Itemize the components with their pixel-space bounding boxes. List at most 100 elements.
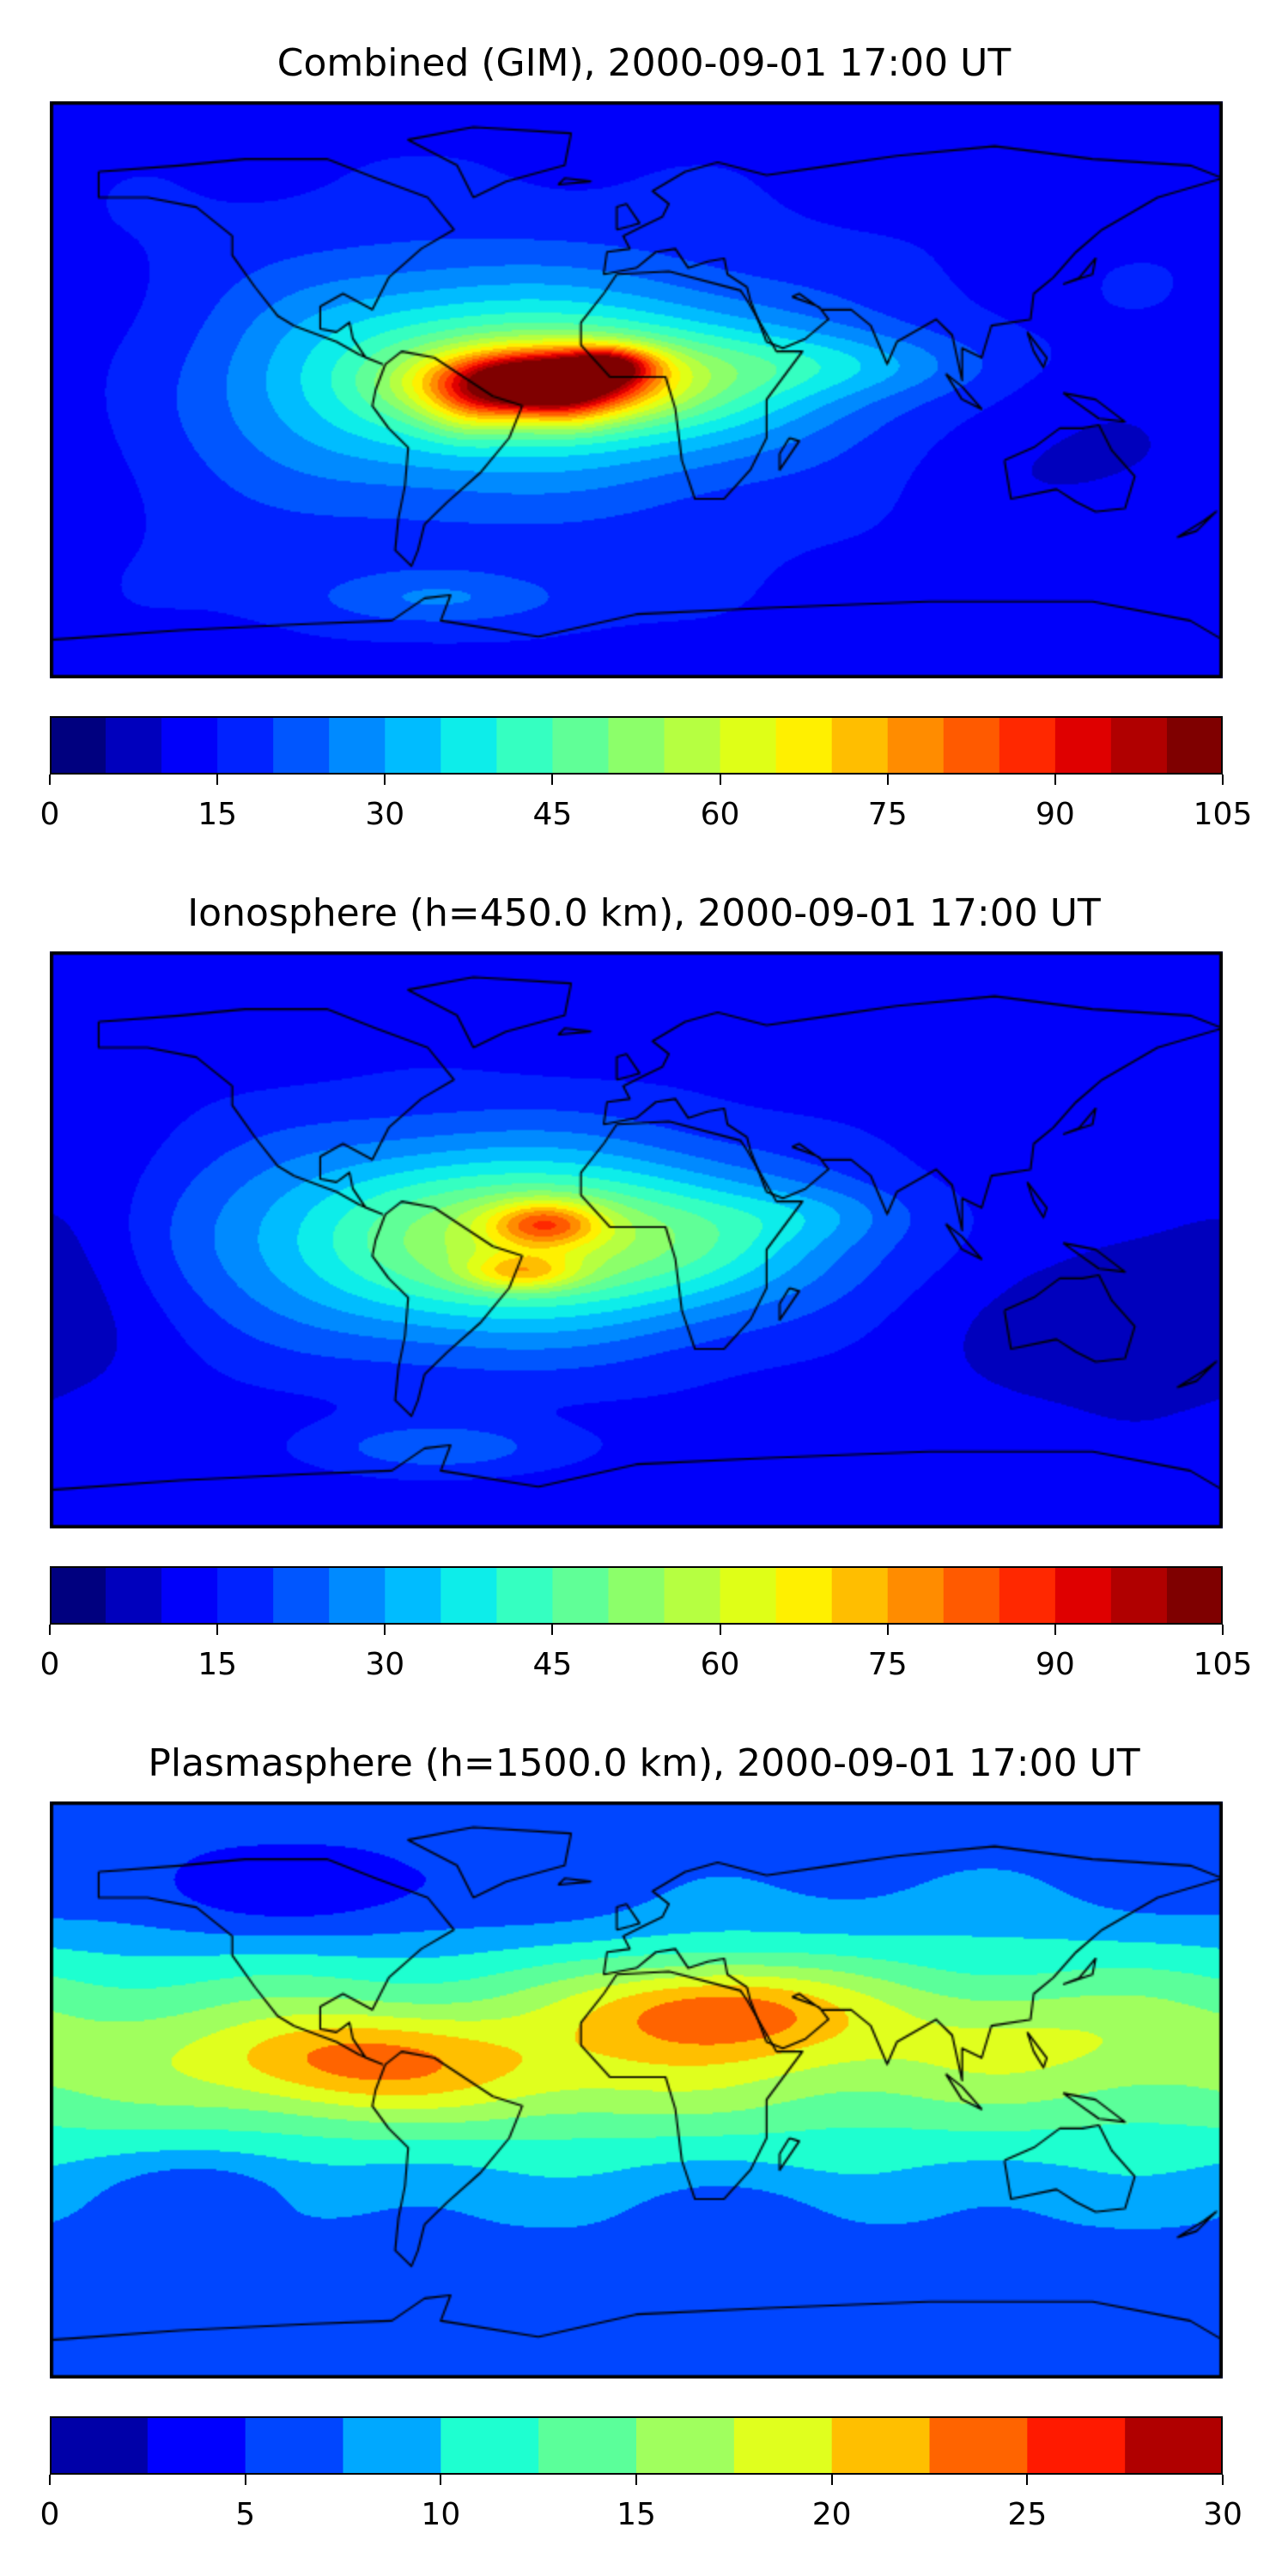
colorbar-tick-label: 105 <box>1193 1647 1253 1682</box>
colorbar-tick-label: 60 <box>700 1647 740 1682</box>
colorbar-segment <box>831 2416 931 2475</box>
colorbar-segment <box>608 1566 665 1625</box>
colorbar-segment <box>1110 716 1168 775</box>
colorbar-tick-mark <box>1222 1625 1224 1635</box>
colorbar-segment <box>538 2416 637 2475</box>
plasmasphere-colorbar <box>50 2416 1223 2475</box>
colorbar-segment <box>106 1566 162 1625</box>
colorbar-segment <box>887 1566 945 1625</box>
colorbar-segment <box>775 716 833 775</box>
colorbar-segment <box>440 716 497 775</box>
colorbar-segment <box>217 1566 274 1625</box>
colorbar-segment <box>385 1566 441 1625</box>
colorbar-segment <box>385 716 441 775</box>
colorbar-tick-label: 45 <box>532 797 573 832</box>
combined-map <box>50 101 1223 678</box>
colorbar-segment <box>496 1566 554 1625</box>
colorbar-segment <box>50 716 106 775</box>
colorbar-border <box>50 1566 1223 1625</box>
colorbar-segment <box>161 716 218 775</box>
colorbar-segment <box>106 716 162 775</box>
colorbar-segment <box>943 716 1000 775</box>
combined-title: Combined (GIM), 2000-09-01 17:00 UT <box>276 41 1012 85</box>
colorbar-tick-label: 75 <box>867 797 908 832</box>
colorbar-tick-label: 15 <box>617 2497 656 2532</box>
colorbar-tick-label: 15 <box>197 1647 238 1682</box>
combined-colorbar <box>50 716 1223 775</box>
colorbar-border <box>50 716 1223 775</box>
colorbar-segment <box>496 716 554 775</box>
colorbar-tick-label: 30 <box>365 1647 405 1682</box>
colorbar-tick-label: 20 <box>811 2497 852 2532</box>
colorbar-segment <box>720 1566 777 1625</box>
colorbar-border <box>50 2416 1223 2475</box>
colorbar-segment <box>329 716 386 775</box>
colorbar-segment <box>273 716 330 775</box>
colorbar-segment <box>831 1566 889 1625</box>
colorbar-tick-mark <box>440 2475 442 2485</box>
colorbar-segment <box>664 716 721 775</box>
colorbar-segment <box>1054 1566 1112 1625</box>
colorbar-tick-mark <box>886 1625 889 1635</box>
colorbar-segment <box>552 1566 610 1625</box>
colorbar-tick-mark <box>49 775 51 785</box>
colorbar-segment <box>608 716 665 775</box>
colorbar-segment <box>1166 716 1223 775</box>
colorbar-tick-label: 0 <box>39 1647 60 1682</box>
colorbar-segment <box>50 2416 149 2475</box>
colorbar-segment <box>217 716 274 775</box>
colorbar-segment <box>1054 716 1112 775</box>
colorbar-segment <box>1166 1566 1223 1625</box>
colorbar-segment <box>273 1566 330 1625</box>
colorbar-segment <box>440 2416 539 2475</box>
colorbar-tick-mark <box>635 2475 637 2485</box>
colorbar-segment <box>1027 2416 1126 2475</box>
colorbar-segment <box>147 2416 246 2475</box>
colorbar-segment <box>343 2416 441 2475</box>
colorbar-segment <box>999 1566 1056 1625</box>
colorbar-segment <box>720 716 777 775</box>
colorbar-tick-mark <box>1222 775 1224 785</box>
colorbar-segment <box>440 1566 497 1625</box>
colorbar-tick-mark <box>49 1625 51 1635</box>
colorbar-segment <box>245 2416 344 2475</box>
colorbar-tick-label: 0 <box>39 797 60 832</box>
colorbar-segment <box>1110 1566 1168 1625</box>
colorbar-tick-label: 30 <box>365 797 405 832</box>
colorbar-tick-label: 90 <box>1035 1647 1075 1682</box>
colorbar-tick-label: 60 <box>700 797 740 832</box>
colorbar-tick-mark <box>1054 775 1056 785</box>
colorbar-segment <box>775 1566 833 1625</box>
colorbar-tick-mark <box>216 775 219 785</box>
plasmasphere-title: Plasmasphere (h=1500.0 km), 2000-09-01 1… <box>148 1741 1140 1785</box>
plasmasphere-map <box>50 1801 1223 2379</box>
ionosphere-map <box>50 951 1223 1528</box>
colorbar-tick-mark <box>1222 2475 1224 2485</box>
colorbar-tick-mark <box>384 775 386 785</box>
colorbar-tick-mark <box>551 775 554 785</box>
colorbar-tick-label: 10 <box>421 2497 461 2532</box>
colorbar-tick-label: 5 <box>235 2497 256 2532</box>
colorbar-segment <box>733 2416 833 2475</box>
colorbar-tick-mark <box>1054 1625 1056 1635</box>
colorbar-tick-mark <box>719 1625 721 1635</box>
colorbar-tick-label: 30 <box>1203 2497 1242 2532</box>
combined-panel: Combined (GIM), 2000-09-01 17:00 UT 0 15 3… <box>0 0 1288 859</box>
colorbar-segment <box>887 716 945 775</box>
colorbar-tick-label: 45 <box>532 1647 573 1682</box>
ionosphere-colorbar <box>50 1566 1223 1625</box>
colorbar-tick-label: 25 <box>1007 2497 1048 2532</box>
colorbar-tick-mark <box>886 775 889 785</box>
colorbar-tick-label: 105 <box>1193 797 1253 832</box>
colorbar-segment <box>943 1566 1000 1625</box>
colorbar-tick-mark <box>384 1625 386 1635</box>
colorbar-tick-label: 90 <box>1035 797 1075 832</box>
colorbar-tick-mark <box>49 2475 51 2485</box>
colorbar-tick-mark <box>551 1625 554 1635</box>
colorbar-segment <box>664 1566 721 1625</box>
colorbar-segment <box>50 1566 106 1625</box>
ionosphere-panel: Ionosphere (h=450.0 km), 2000-09-01 17:0… <box>0 850 1288 1709</box>
colorbar-tick-mark <box>244 2475 246 2485</box>
colorbar-tick-mark <box>216 1625 219 1635</box>
colorbar-tick-mark <box>719 775 721 785</box>
